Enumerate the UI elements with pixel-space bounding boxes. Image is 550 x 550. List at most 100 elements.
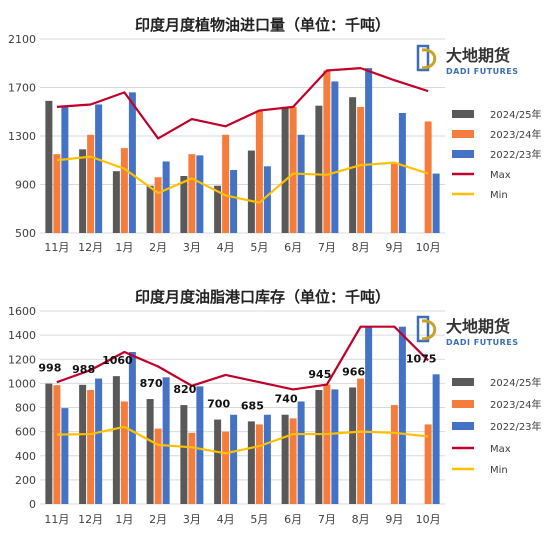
logo-name-cn: 大地期货 [446, 46, 510, 65]
x-tick-label: 11月 [44, 241, 69, 254]
bar [349, 387, 357, 504]
x-tick-label: 7月 [318, 241, 336, 254]
x-tick-label: 9月 [385, 241, 403, 254]
x-tick-label: 6月 [284, 241, 302, 254]
bar [120, 401, 128, 504]
x-tick-label: 10月 [416, 513, 441, 526]
bar [112, 376, 120, 504]
bar [357, 106, 365, 233]
legend-swatch [452, 130, 474, 138]
bar [398, 112, 406, 233]
bar [222, 134, 230, 233]
bar [315, 390, 323, 504]
data-label: 1075 [406, 352, 437, 365]
x-tick-label: 3月 [183, 241, 201, 254]
bar [255, 424, 263, 504]
bar [230, 169, 238, 233]
legend-swatch [452, 400, 474, 408]
logo-name-cn: 大地期货 [446, 317, 510, 336]
y-tick-label: 1400 [8, 329, 36, 342]
legend-label: 2024/25年 [490, 376, 542, 389]
series-line [56, 325, 429, 391]
bar [432, 173, 440, 233]
logo-mark-icon [421, 319, 437, 341]
y-tick-label: 200 [15, 474, 36, 487]
bar [289, 418, 297, 504]
bar [424, 424, 432, 504]
logo-mark-icon [416, 315, 430, 343]
bar [162, 377, 170, 504]
bar [95, 378, 103, 504]
bar [61, 408, 69, 504]
company-logo: 大地期货 DADI FUTURES [416, 44, 519, 76]
bar [196, 386, 204, 504]
logo-mark-icon [416, 44, 430, 72]
x-tick-label: 10月 [416, 241, 441, 254]
legend-label: 2023/24年 [490, 398, 542, 411]
bar [255, 110, 263, 233]
bar [432, 374, 440, 504]
bar [281, 106, 289, 233]
chart-panel-1: 印度月度植物油进口量（单位：千吨） 500 900 1300 1700 2100 11月 12… [8, 16, 542, 254]
bar [154, 428, 162, 504]
bar [247, 150, 255, 233]
bar [162, 161, 170, 233]
y-tick-label: 400 [15, 450, 36, 463]
x-tick-label: 11月 [44, 513, 69, 526]
x-tick-label: 12月 [78, 241, 103, 254]
bar [331, 389, 339, 504]
bar [365, 68, 373, 233]
bar [323, 70, 331, 234]
x-tick-label: 4月 [217, 241, 235, 254]
bar [323, 384, 331, 504]
logo-name-en: DADI FUTURES [446, 338, 519, 347]
bar [222, 431, 230, 504]
y-tick-label: 1000 [8, 377, 36, 390]
logo-name-en: DADI FUTURES [446, 67, 519, 76]
y-tick-label: 1200 [8, 353, 36, 366]
series-line [56, 425, 429, 455]
bar [53, 154, 61, 233]
legend-swatch [452, 150, 474, 158]
x-tick-label: 6月 [284, 513, 302, 526]
bar [188, 432, 196, 504]
bar [180, 405, 188, 504]
bar [297, 134, 305, 233]
y-tick-label: 1600 [8, 305, 36, 318]
x-tick-label: 1月 [115, 241, 133, 254]
bar [214, 419, 222, 504]
bar [95, 104, 103, 233]
data-label: 988 [72, 363, 95, 376]
legend-label: 2022/23年 [490, 420, 542, 433]
y-tick-label: 2100 [8, 33, 36, 46]
x-tick-label: 2月 [149, 241, 167, 254]
bar [79, 384, 87, 504]
bar [214, 185, 222, 233]
bar [53, 385, 61, 504]
series-line [56, 66, 429, 140]
y-tick-label: 1300 [8, 130, 36, 143]
data-label: 998 [38, 362, 61, 375]
bar [349, 97, 357, 233]
legend-swatch [452, 422, 474, 430]
data-label: 820 [173, 383, 196, 396]
x-tick-label: 12月 [78, 513, 103, 526]
bar [357, 378, 365, 504]
bar [365, 326, 373, 504]
y-tick-label: 800 [15, 402, 36, 415]
x-tick-label: 8月 [352, 513, 370, 526]
legend-label: Min [490, 190, 508, 201]
legend-label: Max [490, 444, 511, 455]
legend-label: Max [490, 170, 511, 181]
x-tick-label: 9月 [385, 513, 403, 526]
x-tick-label: 5月 [250, 513, 268, 526]
bar [263, 166, 271, 233]
x-tick-label: 7月 [318, 513, 336, 526]
bar [196, 155, 204, 233]
bar [45, 383, 53, 504]
bar [146, 185, 154, 233]
chart-title: 印度月度油脂港口库存（单位：千吨） [135, 288, 390, 306]
data-label: 700 [207, 398, 230, 411]
bar [128, 352, 136, 504]
